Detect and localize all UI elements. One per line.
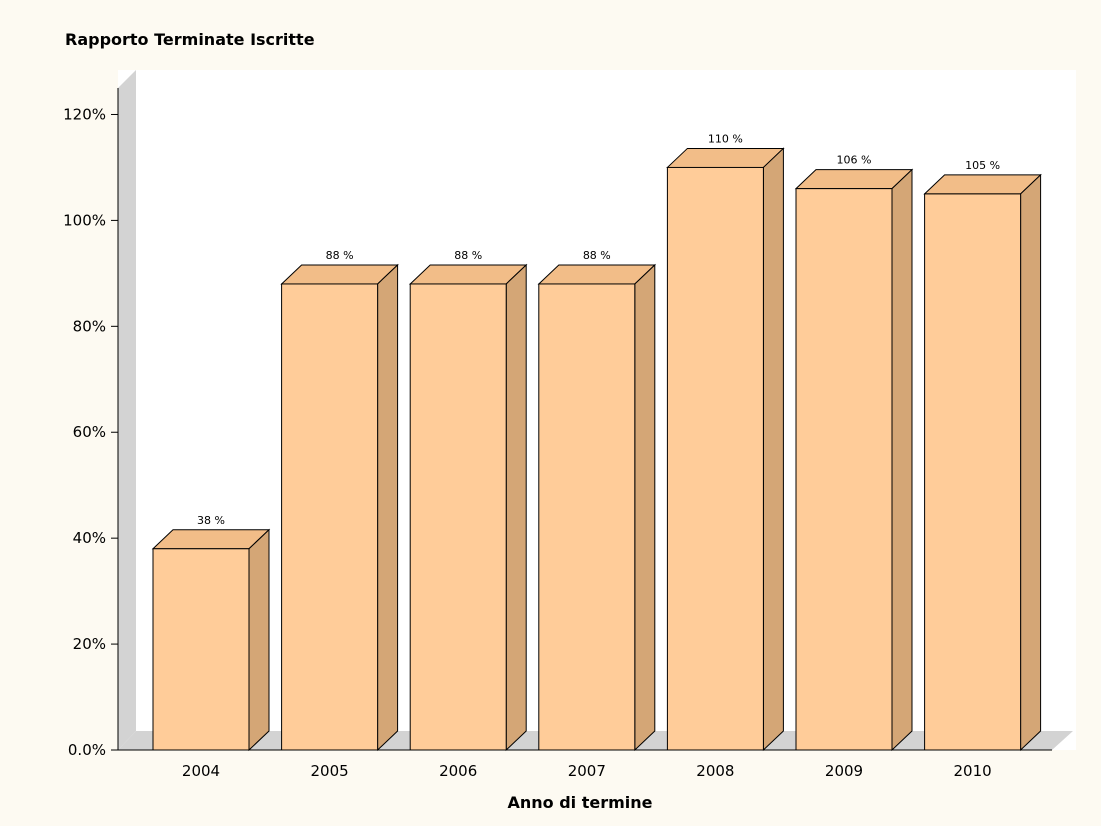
bar (666, 166, 764, 751)
bar-side (248, 528, 270, 752)
chart-title: Rapporto Terminate Iscritte (65, 30, 315, 49)
data-label: 88 % (326, 249, 354, 262)
bar (924, 193, 1022, 751)
data-label: 38 % (197, 514, 225, 527)
x-tick-label: 2009 (825, 762, 863, 780)
bar-side (377, 263, 399, 752)
y-tick-label: 0.0% (68, 741, 106, 759)
x-tick-label: 2007 (568, 762, 606, 780)
bar-side (1020, 173, 1042, 752)
bar-side (505, 263, 527, 752)
y-tick-label: 20% (73, 635, 106, 653)
bar (152, 548, 250, 751)
y-tick-label: 60% (73, 423, 106, 441)
bar (795, 188, 893, 751)
bar-side (891, 168, 913, 752)
x-tick-label: 2005 (311, 762, 349, 780)
bar (409, 283, 507, 751)
bar-side (634, 263, 656, 752)
y-tick-label: 100% (63, 211, 106, 229)
data-label: 106 % (837, 154, 872, 167)
y-tick-label: 40% (73, 529, 106, 547)
x-axis-label: Anno di termine (507, 793, 652, 812)
data-label: 88 % (454, 249, 482, 262)
x-tick-label: 2004 (182, 762, 220, 780)
bar (538, 283, 636, 751)
bar (281, 283, 379, 751)
x-tick-label: 2006 (439, 762, 477, 780)
data-label: 105 % (965, 159, 1000, 172)
side-wall (118, 70, 136, 750)
y-tick-label: 120% (63, 105, 106, 123)
data-label: 110 % (708, 132, 743, 145)
y-tick-label: 80% (73, 317, 106, 335)
data-label: 88 % (583, 249, 611, 262)
x-tick-label: 2010 (954, 762, 992, 780)
bar-side (762, 147, 784, 752)
x-tick-label: 2008 (696, 762, 734, 780)
